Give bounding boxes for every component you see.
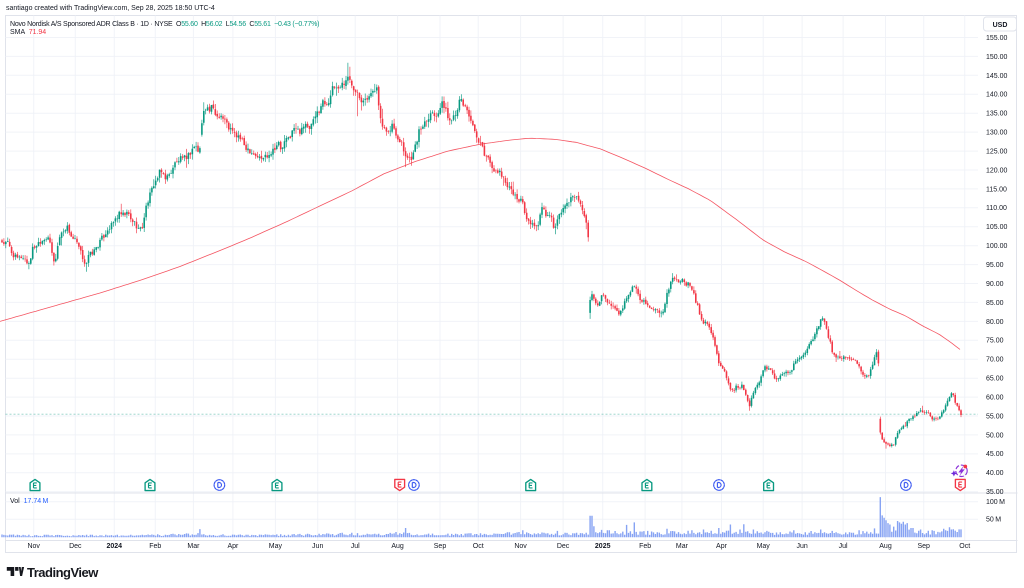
svg-text:50.00: 50.00 <box>986 432 1004 439</box>
svg-text:Aug: Aug <box>391 543 404 550</box>
svg-text:Feb: Feb <box>149 543 161 550</box>
svg-text:90.00: 90.00 <box>986 281 1004 288</box>
svg-text:Jul: Jul <box>839 543 848 550</box>
svg-text:135.00: 135.00 <box>986 111 1008 118</box>
svg-text:100 M: 100 M <box>986 499 1005 506</box>
svg-text:USD: USD <box>993 22 1008 29</box>
svg-text:155.00: 155.00 <box>986 35 1008 42</box>
svg-text:125.00: 125.00 <box>986 149 1008 156</box>
svg-text:145.00: 145.00 <box>986 73 1008 80</box>
svg-text:110.00: 110.00 <box>986 205 1007 212</box>
svg-text:May: May <box>757 543 771 550</box>
svg-text:95.00: 95.00 <box>986 262 1004 269</box>
svg-text:130.00: 130.00 <box>986 130 1008 137</box>
svg-text:Mar: Mar <box>676 543 689 550</box>
svg-text:65.00: 65.00 <box>986 376 1004 383</box>
svg-text:150.00: 150.00 <box>986 54 1008 61</box>
svg-text:120.00: 120.00 <box>986 167 1008 174</box>
svg-text:Jun: Jun <box>312 543 323 550</box>
svg-text:2024: 2024 <box>107 543 123 550</box>
svg-text:Dec: Dec <box>557 543 570 550</box>
svg-text:Aug: Aug <box>879 543 892 550</box>
svg-text:100.00: 100.00 <box>986 243 1008 250</box>
svg-text:Oct: Oct <box>473 543 484 550</box>
svg-text:Oct: Oct <box>959 543 970 550</box>
svg-text:Nov: Nov <box>27 543 40 550</box>
svg-text:85.00: 85.00 <box>986 300 1004 307</box>
svg-text:Dec: Dec <box>69 543 82 550</box>
svg-text:115.00: 115.00 <box>986 186 1007 193</box>
svg-text:Apr: Apr <box>227 543 239 550</box>
svg-text:40.00: 40.00 <box>986 470 1004 477</box>
svg-text:80.00: 80.00 <box>986 319 1004 326</box>
svg-text:75.00: 75.00 <box>986 338 1004 345</box>
svg-text:35.00: 35.00 <box>986 489 1004 496</box>
svg-text:Nov: Nov <box>514 543 527 550</box>
svg-text:50 M: 50 M <box>986 517 1001 524</box>
svg-text:Jul: Jul <box>351 543 360 550</box>
svg-text:Mar: Mar <box>187 543 200 550</box>
svg-text:70.00: 70.00 <box>986 357 1004 364</box>
svg-text:Jun: Jun <box>796 543 807 550</box>
svg-text:2025: 2025 <box>595 543 611 550</box>
svg-text:Feb: Feb <box>639 543 651 550</box>
svg-text:Sep: Sep <box>917 543 930 550</box>
svg-text:Apr: Apr <box>716 543 728 550</box>
svg-text:45.00: 45.00 <box>986 451 1004 458</box>
svg-text:55.00: 55.00 <box>986 413 1004 420</box>
svg-text:140.00: 140.00 <box>986 92 1008 99</box>
svg-text:60.00: 60.00 <box>986 395 1004 402</box>
svg-text:105.00: 105.00 <box>986 224 1008 231</box>
svg-text:May: May <box>269 543 283 550</box>
svg-text:Sep: Sep <box>434 543 447 550</box>
